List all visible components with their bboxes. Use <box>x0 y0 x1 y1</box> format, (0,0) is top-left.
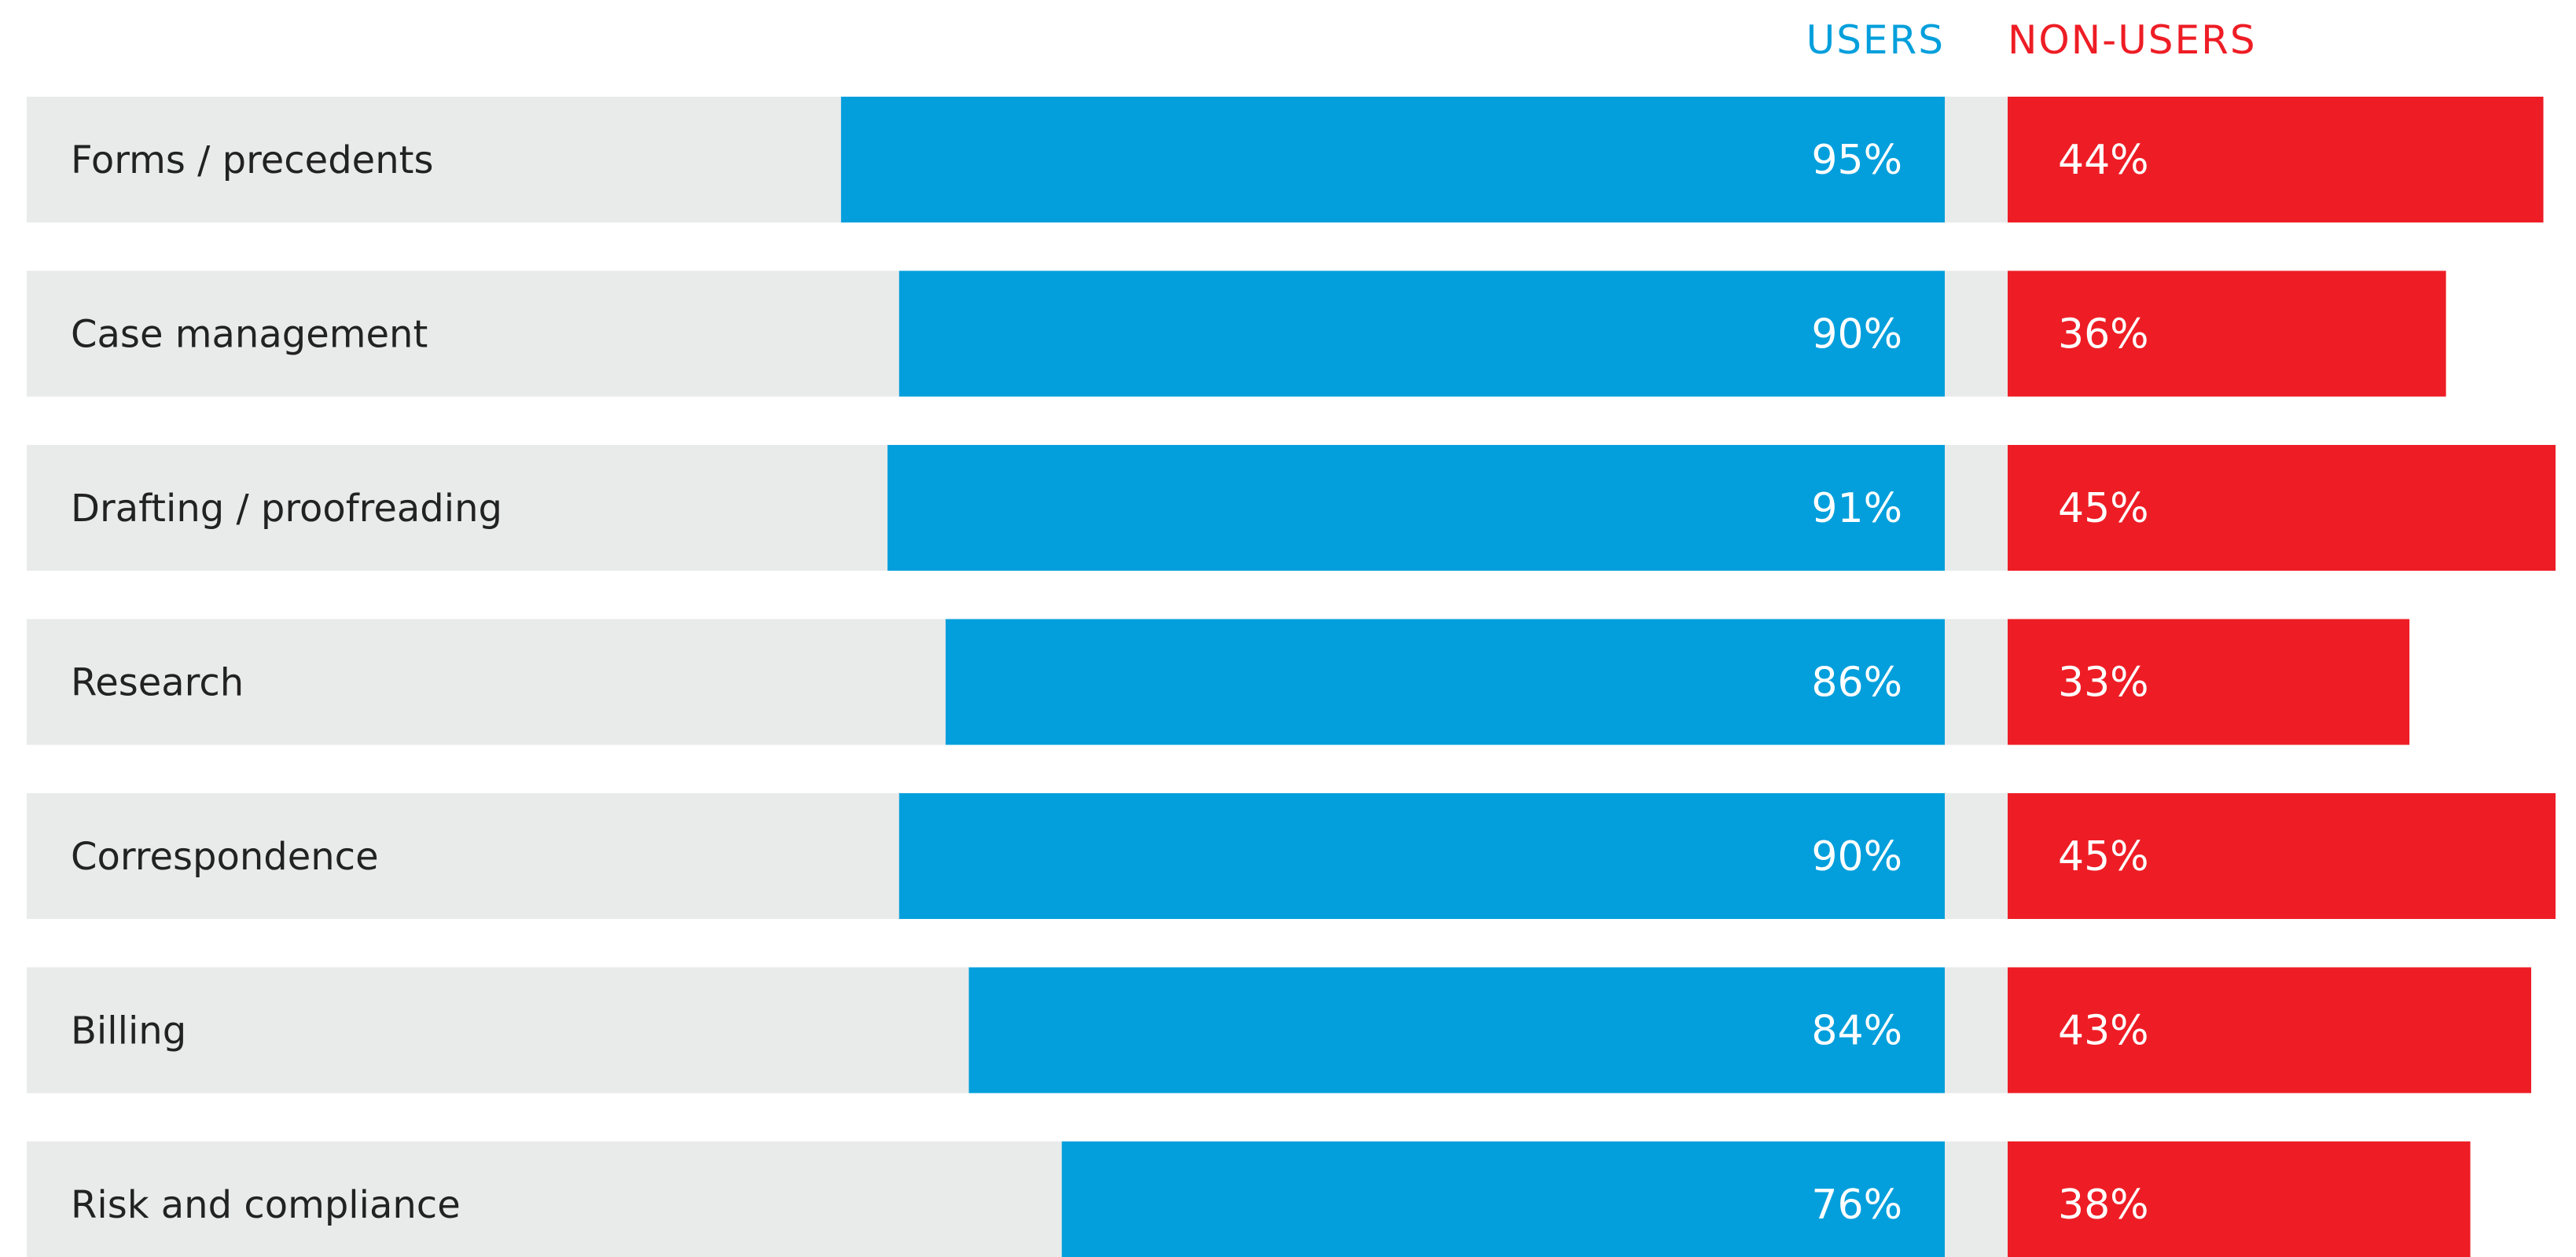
category-label: Correspondence <box>71 835 379 879</box>
bar-row: Correspondence 90% 45% <box>27 793 2556 919</box>
non-users-value-label: 36% <box>2058 311 2149 358</box>
non-users-bar <box>2008 445 2556 571</box>
non-users-bar <box>2008 97 2544 222</box>
bar-row: Risk and compliance 76% 38% <box>27 1141 2471 1257</box>
users-value-label: 91% <box>1811 485 1902 532</box>
non-users-value-label: 43% <box>2058 1008 2149 1055</box>
non-users-value-label: 33% <box>2058 660 2149 707</box>
bar-row: Research 86% 33% <box>27 619 2410 745</box>
users-bar <box>898 793 1945 919</box>
non-users-value-label: 45% <box>2058 485 2149 532</box>
bar-rows: Forms / precedents 95% 44% Case management 9… <box>27 97 2556 1257</box>
category-label: Research <box>71 661 244 705</box>
non-users-bar <box>2008 793 2556 919</box>
users-bar <box>945 619 1945 745</box>
bar-row: Billing 84% 43% <box>27 967 2532 1093</box>
non-users-value-label: 38% <box>2058 1182 2149 1229</box>
non-users-bar <box>2008 270 2446 397</box>
category-label: Billing <box>71 1009 186 1053</box>
users-value-label: 76% <box>1811 1182 1902 1229</box>
legend-non-users: NON-USERS <box>2008 17 2257 63</box>
users-value-label: 86% <box>1811 660 1902 707</box>
category-label: Case management <box>71 313 428 357</box>
category-label: Drafting / proofreading <box>71 487 502 531</box>
users-bar <box>968 967 1945 1093</box>
users-bar <box>898 270 1945 397</box>
legend-users: USERS <box>1806 17 1945 63</box>
category-label: Risk and compliance <box>71 1183 461 1227</box>
non-users-bar <box>2008 967 2532 1093</box>
users-bar <box>1061 1141 1945 1257</box>
users-value-label: 90% <box>1811 311 1902 358</box>
bar-row: Case management 90% 36% <box>27 270 2446 397</box>
category-label: Forms / precedents <box>71 138 433 182</box>
non-users-bar <box>2008 1141 2471 1257</box>
users-bar <box>887 445 1945 571</box>
non-users-value-label: 44% <box>2058 137 2149 184</box>
non-users-bar <box>2008 619 2410 745</box>
bar-row: Forms / precedents 95% 44% <box>27 97 2544 222</box>
users-value-label: 90% <box>1811 833 1902 880</box>
users-value-label: 95% <box>1811 137 1902 184</box>
users-value-label: 84% <box>1811 1008 1902 1055</box>
bar-row: Drafting / proofreading 91% 45% <box>27 445 2556 571</box>
non-users-value-label: 45% <box>2058 833 2149 880</box>
users-bar <box>840 97 1945 222</box>
